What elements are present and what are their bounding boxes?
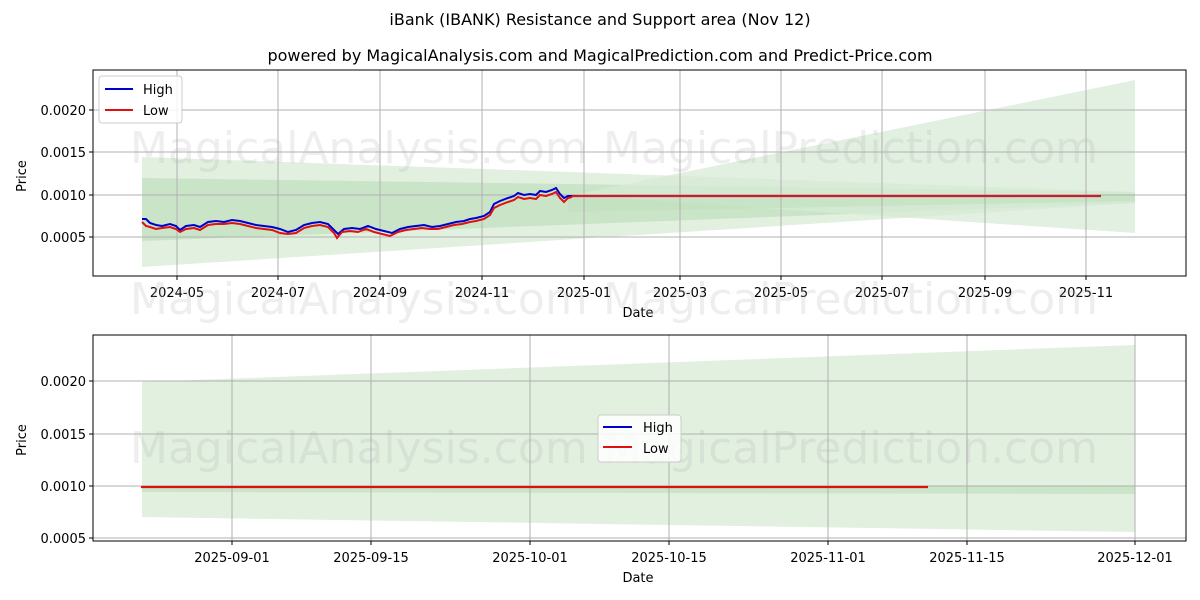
bottom-axes-frame	[92, 334, 1187, 542]
watermark-magicalanalysis: MagicalAnalysis.com	[130, 274, 588, 325]
top-x-tick: 2025-07	[855, 286, 909, 301]
top-x-tick: 2024-09	[353, 286, 407, 301]
bottom-y-tick: 0.0010	[41, 480, 87, 495]
bottom-x-tick: 2025-11-15	[929, 551, 1005, 566]
top-high-line	[142, 186, 572, 236]
bottom-x-tick: 2025-11-01	[790, 551, 866, 566]
top-x-tick: 2024-05	[150, 286, 204, 301]
legend-high-label: High	[643, 421, 673, 436]
top-x-axis-label: Date	[622, 306, 653, 321]
bottom-x-tick: 2025-10-01	[492, 551, 568, 566]
bottom-x-axis-label: Date	[622, 571, 653, 586]
watermark-magicalprediction: MagicalPrediction.com	[603, 423, 1098, 474]
top-y-tick: 0.0005	[41, 231, 87, 246]
watermark-magicalanalysis: MagicalAnalysis.com	[130, 423, 588, 474]
top-y-tick: 0.0020	[41, 104, 87, 119]
bottom-y-axis-label: Price	[15, 424, 30, 456]
bottom-y-tick: 0.0005	[41, 532, 87, 547]
bottom-legend: High Low	[597, 414, 682, 463]
bottom-x-tick: 2025-09-01	[194, 551, 270, 566]
top-x-tick: 2024-11	[455, 286, 509, 301]
bottom-y-tick: 0.0020	[41, 375, 87, 390]
bottom-chart: MagicalAnalysis.com MagicalPrediction.co…	[15, 334, 1187, 586]
top-forecast-core	[568, 194, 1135, 212]
top-y-axis-label: Price	[15, 160, 30, 192]
legend-low-label: Low	[143, 104, 169, 119]
top-legend: High Low	[98, 75, 183, 124]
watermark-magicalprediction: MagicalPrediction.com	[603, 123, 1098, 174]
top-y-tick: 0.0010	[41, 189, 87, 204]
top-low-line	[141, 190, 573, 240]
chart-title: iBank (IBANK) Resistance and Support are…	[389, 10, 811, 29]
bottom-y-tick: 0.0015	[41, 428, 87, 443]
top-x-tick: 2025-09	[958, 286, 1012, 301]
bottom-x-tick: 2025-10-15	[631, 551, 707, 566]
watermark-magicalprediction: MagicalPrediction.com	[603, 274, 1098, 325]
top-x-tick: 2024-07	[251, 286, 305, 301]
bottom-x-tick: 2025-12-01	[1097, 551, 1173, 566]
top-x-tick: 2025-11	[1059, 286, 1113, 301]
watermark-magicalanalysis: MagicalAnalysis.com	[130, 123, 588, 174]
top-chart: MagicalAnalysis.com MagicalPrediction.co…	[15, 69, 1187, 325]
top-y-tick: 0.0015	[41, 146, 87, 161]
legend-low-label: Low	[643, 442, 669, 457]
top-x-tick: 2025-03	[653, 286, 707, 301]
top-x-tick: 2025-05	[754, 286, 808, 301]
legend-high-label: High	[143, 83, 173, 98]
bottom-x-tick: 2025-09-15	[333, 551, 409, 566]
top-axes-frame	[92, 69, 1187, 277]
chart-subtitle: powered by MagicalAnalysis.com and Magic…	[267, 46, 933, 65]
top-x-tick: 2025-01	[557, 286, 611, 301]
